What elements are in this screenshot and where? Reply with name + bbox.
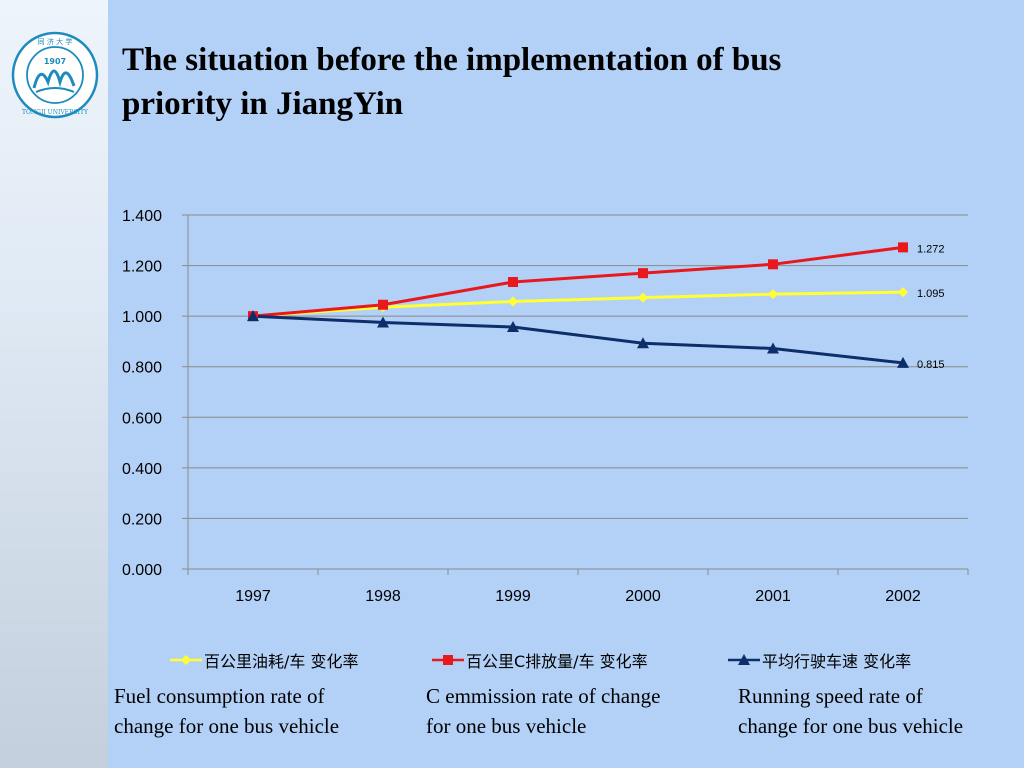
data-point: [508, 296, 518, 307]
x-tick-label: 1998: [365, 588, 401, 605]
legend-swatch-fuel: [170, 655, 202, 665]
caption-emission-line2: for one bus vehicle: [426, 714, 587, 738]
legend-item-emission: 百公里C排放量/车 变化率: [432, 648, 648, 672]
legend-swatch-speed: [728, 654, 760, 665]
y-tick-label: 0.200: [122, 511, 162, 528]
legend-item-speed: 平均行驶车速 变化率: [728, 648, 911, 672]
series-line: [252, 314, 904, 365]
caption-fuel-line2: change for one bus vehicle: [114, 714, 340, 738]
chart-series: [247, 242, 909, 368]
data-label: 1.095: [917, 288, 945, 300]
y-tick-label: 0.600: [122, 410, 162, 427]
slide-title: The situation before the implementation …: [122, 38, 982, 126]
caption-fuel: Fuel consumption rate of change for one …: [114, 681, 339, 741]
legend-label-speed: 平均行驶车速 变化率: [762, 652, 912, 671]
tongji-logo: 1907 同 济 大 学 TONGJI UNIVERSITY: [11, 31, 99, 119]
y-tick-label: 0.400: [122, 461, 162, 478]
data-point: [247, 310, 259, 322]
series-line: [252, 290, 904, 318]
caption-emission: C emmission rate of change for one bus v…: [426, 681, 660, 741]
data-point: [507, 321, 519, 333]
chart-labels: 0.000 0.200 0.400 0.600 0.800 1.000 1.200 1.400…: [122, 208, 945, 605]
caption-fuel-line1: Fuel consumption rate of: [114, 684, 325, 708]
data-label: 0.815: [917, 359, 945, 371]
chart-gridlines: [188, 214, 968, 570]
caption-speed-line2: change for one bus vehicle: [738, 714, 964, 738]
legend-label-fuel: 百公里油耗/车 变化率: [204, 652, 359, 671]
data-point: [898, 287, 908, 298]
logo-top-text: 同 济 大 学: [38, 37, 73, 46]
series-line: [252, 245, 904, 318]
data-point: [637, 337, 649, 349]
caption-speed-line1: Running speed rate of: [738, 684, 923, 708]
caption-speed: Running speed rate of change for one bus…: [738, 681, 963, 741]
legend-item-fuel: 百公里油耗/车 变化率: [170, 648, 358, 672]
y-tick-label: 0.800: [122, 360, 162, 377]
data-point: [768, 289, 778, 300]
x-tick-label: 2000: [625, 588, 661, 605]
left-decorative-band: [0, 0, 108, 768]
slide-title-line1: The situation before the implementation …: [122, 42, 782, 78]
data-label: 1.272: [917, 243, 945, 255]
logo-year: 1907: [44, 57, 66, 66]
data-point: [638, 268, 648, 279]
caption-emission-line1: C emmission rate of change: [426, 684, 661, 708]
legend-swatch-emission: [432, 655, 464, 665]
slide-title-line2: priority in JiangYin: [122, 86, 404, 122]
y-tick-label: 0.000: [122, 562, 162, 579]
plot-area: [188, 215, 968, 569]
chart-legend: 百公里油耗/车 变化率 百公里C排放量/车 变化率 平均行驶车速 变化率: [0, 648, 1024, 674]
x-tick-label: 1997: [235, 588, 271, 605]
data-point: [897, 356, 909, 368]
legend-label-emission: 百公里C排放量/车 变化率: [466, 652, 648, 671]
data-point: [377, 316, 389, 328]
chart-axes: [182, 214, 969, 575]
data-point: [508, 277, 518, 288]
logo-ring-text: TONGJI UNIVERSITY: [22, 109, 89, 116]
x-tick-label: 1999: [495, 588, 531, 605]
x-tick-label: 2001: [755, 588, 791, 605]
data-point: [898, 242, 908, 253]
data-point: [768, 259, 778, 270]
data-point: [378, 299, 388, 310]
y-tick-label: 1.000: [122, 309, 162, 326]
x-tick-label: 2002: [885, 588, 921, 605]
y-tick-label: 1.400: [122, 208, 162, 225]
y-tick-label: 1.200: [122, 259, 162, 276]
data-point: [638, 292, 648, 303]
data-point: [767, 342, 779, 354]
